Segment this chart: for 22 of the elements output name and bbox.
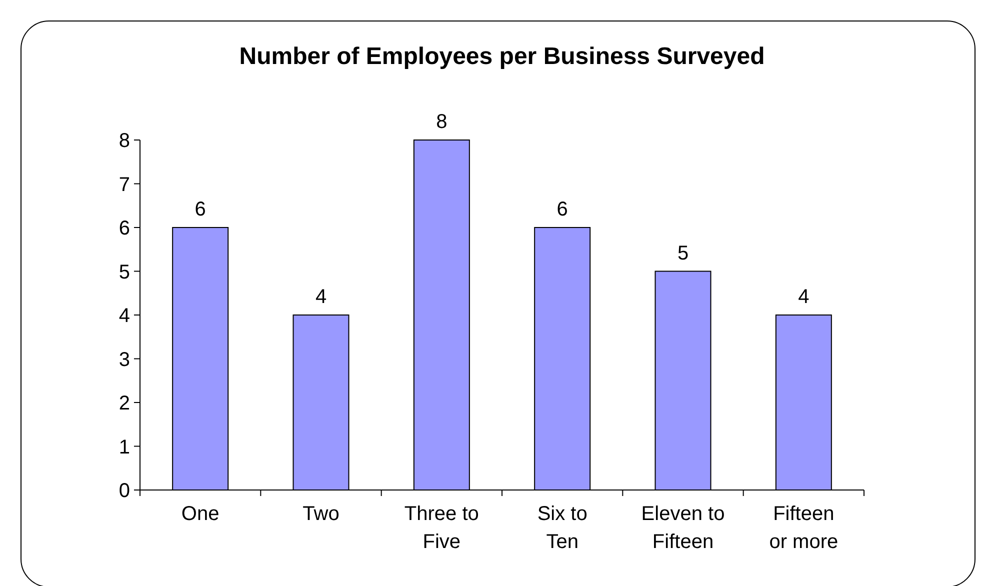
y-tick-label: 1 <box>118 436 130 458</box>
x-tick-label: Fifteen or more <box>769 503 838 553</box>
x-tick-label: Six to Ten <box>537 503 588 553</box>
chart-title: Number of Employees per Business Surveyed <box>239 43 765 70</box>
data-label: 4 <box>315 286 327 308</box>
y-tick-label: 7 <box>118 174 130 196</box>
data-label: 6 <box>194 198 206 220</box>
x-tick-label: Eleven to Fifteen <box>641 503 725 553</box>
y-tick-label: 8 <box>118 130 130 152</box>
y-tick-label: 2 <box>118 392 130 414</box>
y-tick-label: 6 <box>118 218 130 240</box>
x-tick-label: One <box>181 503 220 525</box>
y-tick-label: 3 <box>118 348 130 371</box>
y-tick-label: 0 <box>118 480 130 502</box>
y-tick-label: 4 <box>118 305 130 327</box>
x-tick-label: Two <box>302 503 340 525</box>
x-tick-label: Three to Five <box>404 503 479 553</box>
data-label: 4 <box>798 286 810 308</box>
y-tick-label: 5 <box>118 261 130 284</box>
data-label: 5 <box>677 242 689 264</box>
data-label: 8 <box>436 111 448 133</box>
data-label: 6 <box>556 198 568 220</box>
